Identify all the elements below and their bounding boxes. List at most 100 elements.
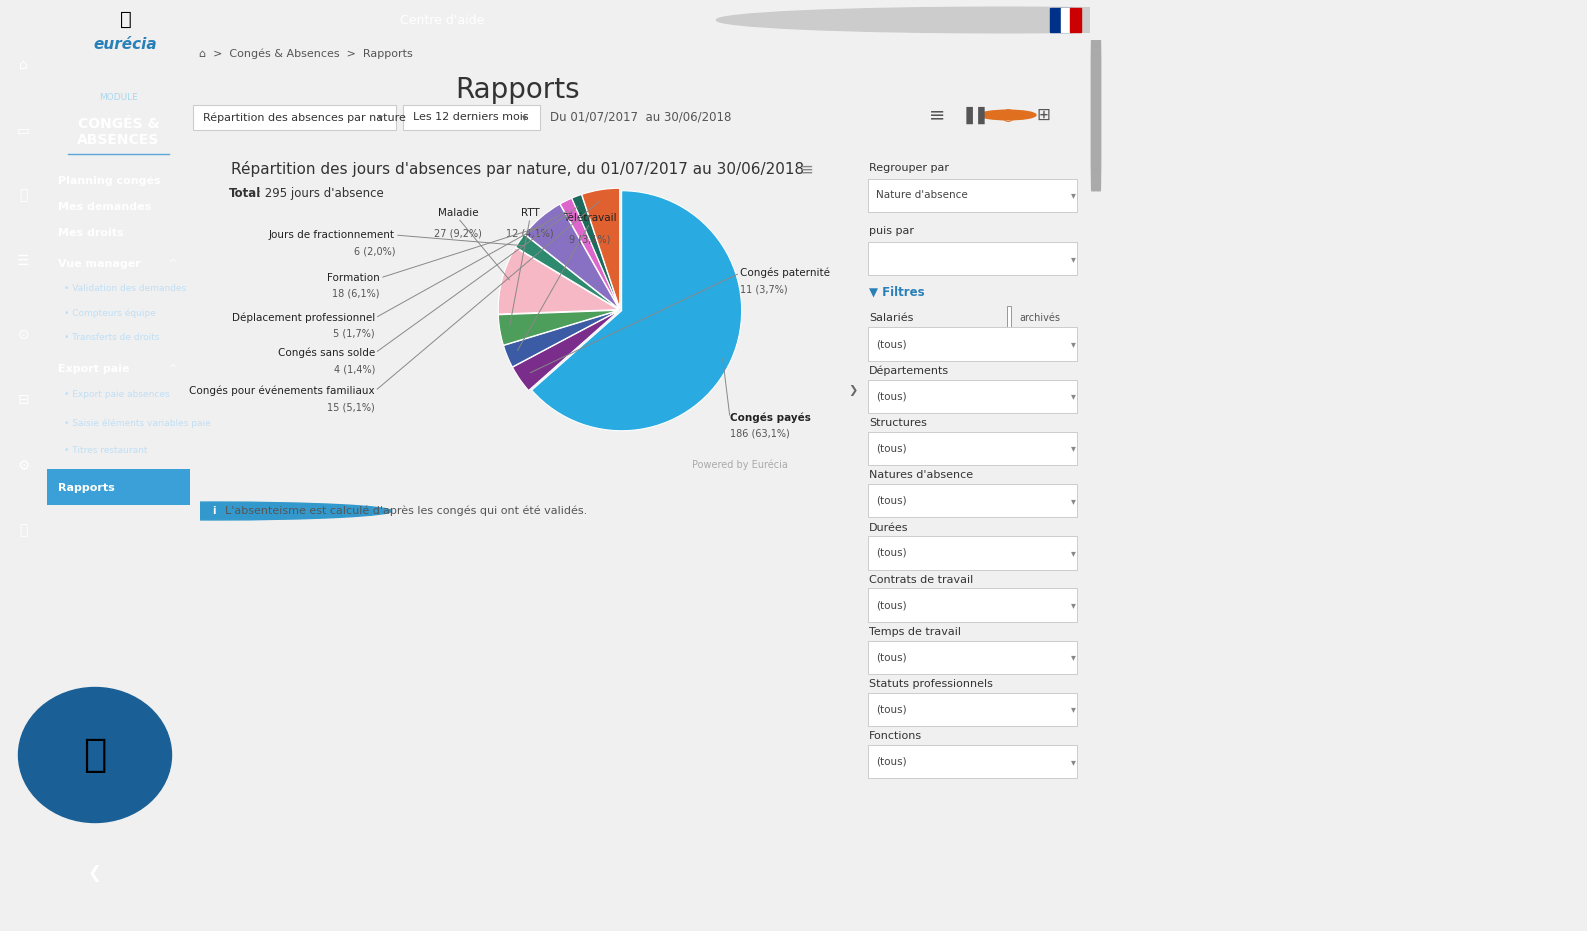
Text: Répartition des jours d'absences par nature, du 01/07/2017 au 30/06/2018: Répartition des jours d'absences par nat… bbox=[232, 161, 805, 177]
Text: Du 01/07/2017  au 30/06/2018: Du 01/07/2017 au 30/06/2018 bbox=[551, 111, 732, 124]
Text: ▾: ▾ bbox=[1071, 391, 1076, 401]
Text: puis par: puis par bbox=[870, 226, 914, 236]
Text: ▾: ▾ bbox=[1071, 653, 1076, 662]
Text: ▾: ▾ bbox=[1071, 253, 1076, 263]
Text: RTT: RTT bbox=[521, 208, 540, 218]
Text: (tous): (tous) bbox=[876, 705, 906, 714]
Text: • Saisie éléments variables paie: • Saisie éléments variables paie bbox=[63, 419, 211, 428]
Text: 🔧: 🔧 bbox=[19, 523, 27, 538]
Text: Utilisateur  Test: Utilisateur Test bbox=[889, 14, 986, 26]
Text: Regrouper par: Regrouper par bbox=[870, 163, 949, 172]
FancyBboxPatch shape bbox=[868, 588, 1078, 622]
Text: 6 (2,0%): 6 (2,0%) bbox=[354, 246, 395, 256]
Wedge shape bbox=[525, 204, 619, 309]
Wedge shape bbox=[498, 310, 619, 345]
Text: Rapports: Rapports bbox=[455, 75, 579, 103]
Text: Vue manager: Vue manager bbox=[59, 260, 141, 269]
Text: ▾: ▾ bbox=[522, 113, 527, 123]
Bar bbox=[1049, 8, 1071, 32]
Text: archivés: archivés bbox=[1019, 313, 1060, 323]
Text: ❯: ❯ bbox=[847, 385, 857, 396]
Text: ▼ Filtres: ▼ Filtres bbox=[870, 286, 925, 298]
Text: • Export paie absences: • Export paie absences bbox=[63, 390, 170, 399]
Text: ▾: ▾ bbox=[1071, 600, 1076, 610]
Text: ❮: ❮ bbox=[87, 863, 102, 882]
Text: (tous): (tous) bbox=[876, 495, 906, 506]
FancyBboxPatch shape bbox=[868, 693, 1078, 726]
Text: ⊟: ⊟ bbox=[17, 393, 29, 408]
Wedge shape bbox=[532, 191, 741, 431]
Wedge shape bbox=[560, 198, 619, 308]
Wedge shape bbox=[503, 311, 619, 367]
Text: ^: ^ bbox=[168, 260, 176, 269]
Text: MODULE: MODULE bbox=[98, 93, 138, 102]
Text: ▾: ▾ bbox=[1071, 339, 1076, 349]
Text: Mes demandes: Mes demandes bbox=[59, 202, 152, 211]
Text: Maladie: Maladie bbox=[438, 208, 478, 218]
FancyBboxPatch shape bbox=[1090, 31, 1101, 192]
Text: ≡: ≡ bbox=[928, 105, 946, 125]
Text: ▾: ▾ bbox=[1071, 705, 1076, 714]
Text: ▐▐: ▐▐ bbox=[960, 106, 986, 124]
Circle shape bbox=[979, 110, 1036, 120]
Text: 5 (1,7%): 5 (1,7%) bbox=[333, 329, 375, 339]
Text: Les 12 derniers mois: Les 12 derniers mois bbox=[413, 113, 528, 123]
Text: Total: Total bbox=[229, 187, 260, 200]
Text: ▾: ▾ bbox=[1071, 757, 1076, 767]
Text: Télétravail: Télétravail bbox=[563, 213, 617, 223]
FancyBboxPatch shape bbox=[868, 536, 1078, 570]
FancyBboxPatch shape bbox=[868, 380, 1078, 412]
Text: (tous): (tous) bbox=[876, 339, 906, 349]
Text: (tous): (tous) bbox=[876, 443, 906, 453]
Wedge shape bbox=[516, 235, 619, 309]
Text: Congés pour événements familiaux: Congés pour événements familiaux bbox=[189, 385, 375, 397]
Bar bbox=[1070, 8, 1081, 32]
Text: Répartition des absences par nature: Répartition des absences par nature bbox=[203, 113, 406, 123]
Text: • Compteurs équipe: • Compteurs équipe bbox=[63, 308, 156, 317]
Bar bbox=[1062, 8, 1071, 32]
Text: Export paie: Export paie bbox=[59, 364, 130, 373]
Text: (tous): (tous) bbox=[876, 600, 906, 610]
Text: i: i bbox=[213, 506, 216, 516]
Text: 18 (6,1%): 18 (6,1%) bbox=[333, 289, 379, 299]
Text: 👣: 👣 bbox=[19, 188, 27, 203]
FancyBboxPatch shape bbox=[868, 242, 1078, 276]
Text: (tous): (tous) bbox=[876, 391, 906, 401]
Text: (tous): (tous) bbox=[876, 653, 906, 662]
Circle shape bbox=[37, 502, 392, 519]
Wedge shape bbox=[513, 311, 619, 390]
Text: CONGÉS &
ABSENCES: CONGÉS & ABSENCES bbox=[78, 117, 160, 147]
FancyBboxPatch shape bbox=[868, 745, 1078, 778]
Text: 4 (1,4%): 4 (1,4%) bbox=[333, 364, 375, 374]
Text: Temps de travail: Temps de travail bbox=[870, 627, 962, 637]
Text: ≡: ≡ bbox=[800, 161, 814, 179]
Text: ⊞: ⊞ bbox=[1036, 106, 1051, 124]
Text: ◉: ◉ bbox=[1000, 106, 1016, 124]
Text: 🌿: 🌿 bbox=[119, 9, 132, 29]
Text: 186 (63,1%): 186 (63,1%) bbox=[730, 429, 790, 439]
Text: ▾: ▾ bbox=[1071, 548, 1076, 558]
Text: ▾: ▾ bbox=[378, 113, 382, 123]
Text: Jours de fractionnement: Jours de fractionnement bbox=[270, 230, 395, 240]
FancyBboxPatch shape bbox=[868, 328, 1078, 360]
Text: ☰: ☰ bbox=[17, 253, 30, 268]
Text: • Transferts de droits: • Transferts de droits bbox=[63, 332, 160, 342]
Text: Planning congés: Planning congés bbox=[59, 175, 160, 186]
Text: ⊙: ⊙ bbox=[17, 328, 29, 343]
Text: ⌂: ⌂ bbox=[19, 58, 29, 73]
FancyBboxPatch shape bbox=[868, 179, 1078, 212]
Text: Structures: Structures bbox=[870, 418, 927, 428]
Text: Congés sans solde: Congés sans solde bbox=[278, 348, 375, 358]
Text: Statuts professionnels: Statuts professionnels bbox=[870, 680, 993, 689]
Text: 9 (3,1%): 9 (3,1%) bbox=[570, 234, 611, 244]
Text: ⚙: ⚙ bbox=[17, 458, 30, 473]
Text: ▾: ▾ bbox=[1071, 190, 1076, 200]
Text: Fonctions: Fonctions bbox=[870, 732, 922, 741]
Text: Congés payés: Congés payés bbox=[730, 412, 811, 424]
Text: • Validation des demandes: • Validation des demandes bbox=[63, 284, 186, 293]
Text: 11 (3,7%): 11 (3,7%) bbox=[740, 284, 787, 294]
Text: 27 (9,2%): 27 (9,2%) bbox=[435, 229, 482, 239]
Text: ▭: ▭ bbox=[17, 123, 30, 138]
Text: Natures d'absence: Natures d'absence bbox=[870, 470, 973, 480]
Text: 15 (5,1%): 15 (5,1%) bbox=[327, 402, 375, 412]
